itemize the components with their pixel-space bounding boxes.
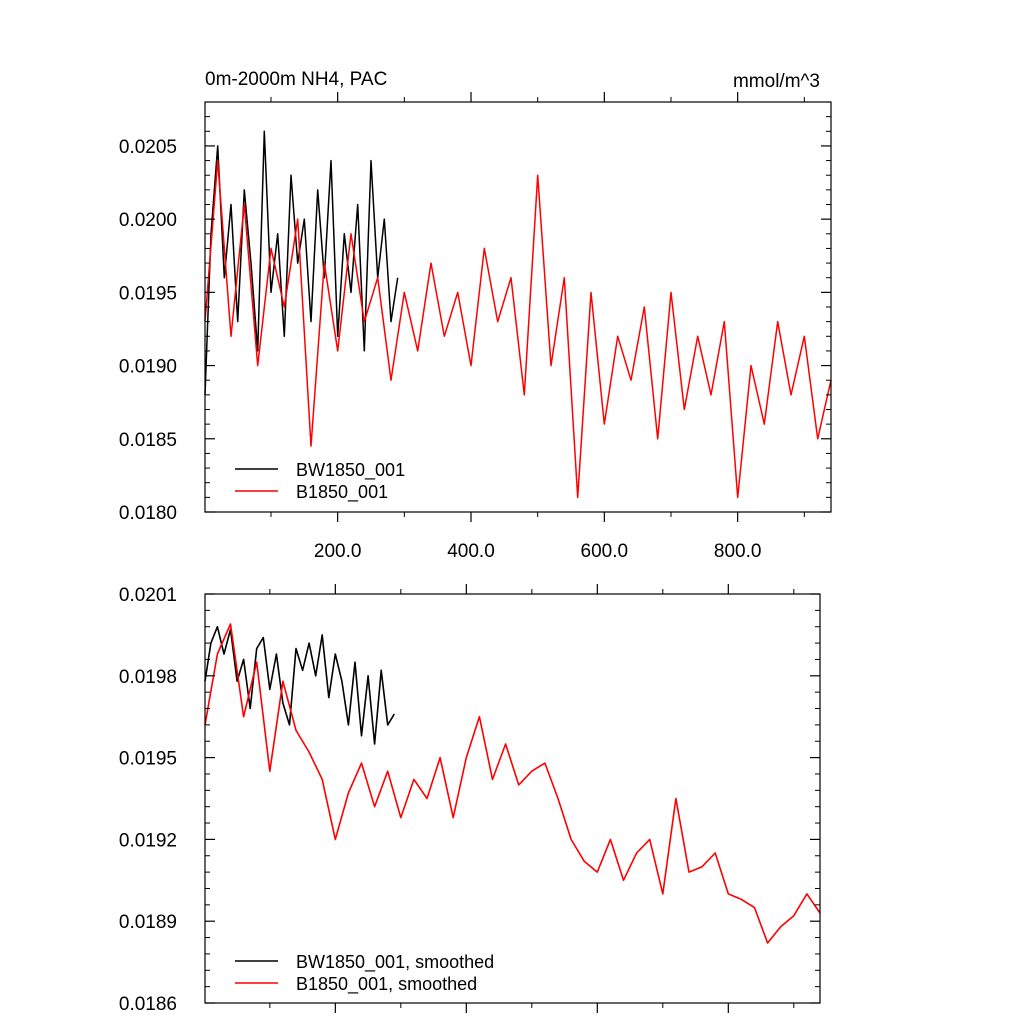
bottom-panel-frame bbox=[204, 593, 821, 1004]
top-panel-x-tick-label: 800.0 bbox=[714, 541, 762, 562]
top-panel-y-tick-label: 0.0195 bbox=[119, 283, 177, 304]
bottom-panel-legend-label-2: B1850_001, smoothed bbox=[296, 974, 477, 995]
bottom-panel-y-tick-label: 0.0192 bbox=[119, 830, 177, 851]
bottom-panel-legend-label-1: BW1850_001, smoothed bbox=[296, 952, 494, 973]
top-panel-x-tick-label: 200.0 bbox=[314, 541, 362, 562]
bottom-panel-axes-layer: 0.0186 0.0189 0.0192 0.0195 0.0198 0.0201 bbox=[119, 584, 821, 1015]
bottom-panel-y-tick-label: 0.0201 bbox=[119, 585, 177, 606]
top-panel-x-tick-label: 400.0 bbox=[447, 541, 495, 562]
bottom-panel-y-tick-label: 0.0198 bbox=[119, 667, 177, 688]
top-panel: 0m-2000m NH4, PAC mmol/m^3 0.01800.01850… bbox=[119, 69, 832, 562]
top-panel-series-line-2 bbox=[204, 159, 832, 499]
top-panel-y-tick-label: 0.0190 bbox=[119, 357, 177, 378]
top-panel-y-tick-label: 0.0205 bbox=[119, 137, 177, 158]
top-panel-y-tick-label: 0.0200 bbox=[119, 210, 177, 231]
top-panel-y-tick-label: 0.0180 bbox=[119, 503, 177, 524]
bottom-panel-y-tick-label: 0.0195 bbox=[119, 749, 177, 770]
bottom-panel-series-layer bbox=[204, 623, 821, 944]
top-panel-legend-label-1: BW1850_001 bbox=[296, 460, 405, 481]
bottom-panel-y-tick-label: 0.0186 bbox=[119, 994, 177, 1015]
top-panel-y-tick-label: 0.0185 bbox=[119, 430, 177, 451]
bottom-panel-series-line-1 bbox=[204, 625, 395, 745]
bottom-panel-series-line-2 bbox=[204, 623, 821, 944]
top-panel-legend-label-2: B1850_001 bbox=[296, 482, 388, 503]
top-panel-title: 0m-2000m NH4, PAC bbox=[205, 69, 387, 90]
bottom-panel: 0.0186 0.0189 0.0192 0.0195 0.0198 0.0201 BW1… bbox=[119, 584, 821, 1015]
top-panel-axes-layer: 0.0180 0.0185 0.0190 0.0195 0.0200 0.0205 200.… bbox=[119, 92, 832, 562]
top-panel-series-layer bbox=[204, 130, 832, 499]
top-panel-x-tick-label: 600.0 bbox=[581, 541, 629, 562]
top-panel-units: mmol/m^3 bbox=[733, 71, 820, 92]
bottom-panel-y-tick-label: 0.0189 bbox=[119, 912, 177, 933]
